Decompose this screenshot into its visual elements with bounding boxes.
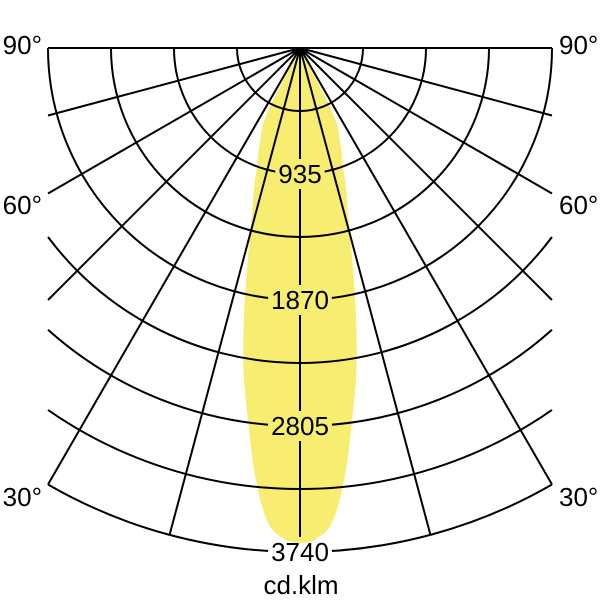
grid-spoke	[299, 47, 432, 536]
grid-spoke	[47, 47, 301, 301]
angle-label-right-90: 90°	[559, 30, 598, 60]
ring-label: 3740	[271, 537, 329, 567]
angle-labels: 90° 90° 60° 60° 30° 30°	[3, 30, 599, 512]
unit-label: cd.klm	[263, 570, 338, 600]
ring-labels: 935 1870 2805 3740	[271, 159, 329, 567]
ring-label: 1870	[271, 285, 329, 315]
angle-label-left-60: 60°	[3, 190, 42, 220]
grid-spoke	[47, 47, 301, 117]
grid-spoke	[299, 47, 553, 195]
grid-spoke	[168, 47, 301, 536]
grid-spoke	[299, 47, 553, 301]
angle-label-left-90: 90°	[3, 30, 42, 60]
polar-grid	[47, 47, 553, 553]
angle-label-left-30: 30°	[3, 482, 42, 512]
angle-label-right-30: 30°	[559, 482, 598, 512]
grid-spoke	[299, 47, 553, 117]
ring-label: 935	[278, 159, 321, 189]
grid-spoke	[299, 47, 553, 485]
angle-label-right-60: 60°	[559, 190, 598, 220]
grid-spoke	[47, 47, 301, 195]
grid-spoke	[47, 47, 301, 485]
ring-label: 2805	[271, 411, 329, 441]
